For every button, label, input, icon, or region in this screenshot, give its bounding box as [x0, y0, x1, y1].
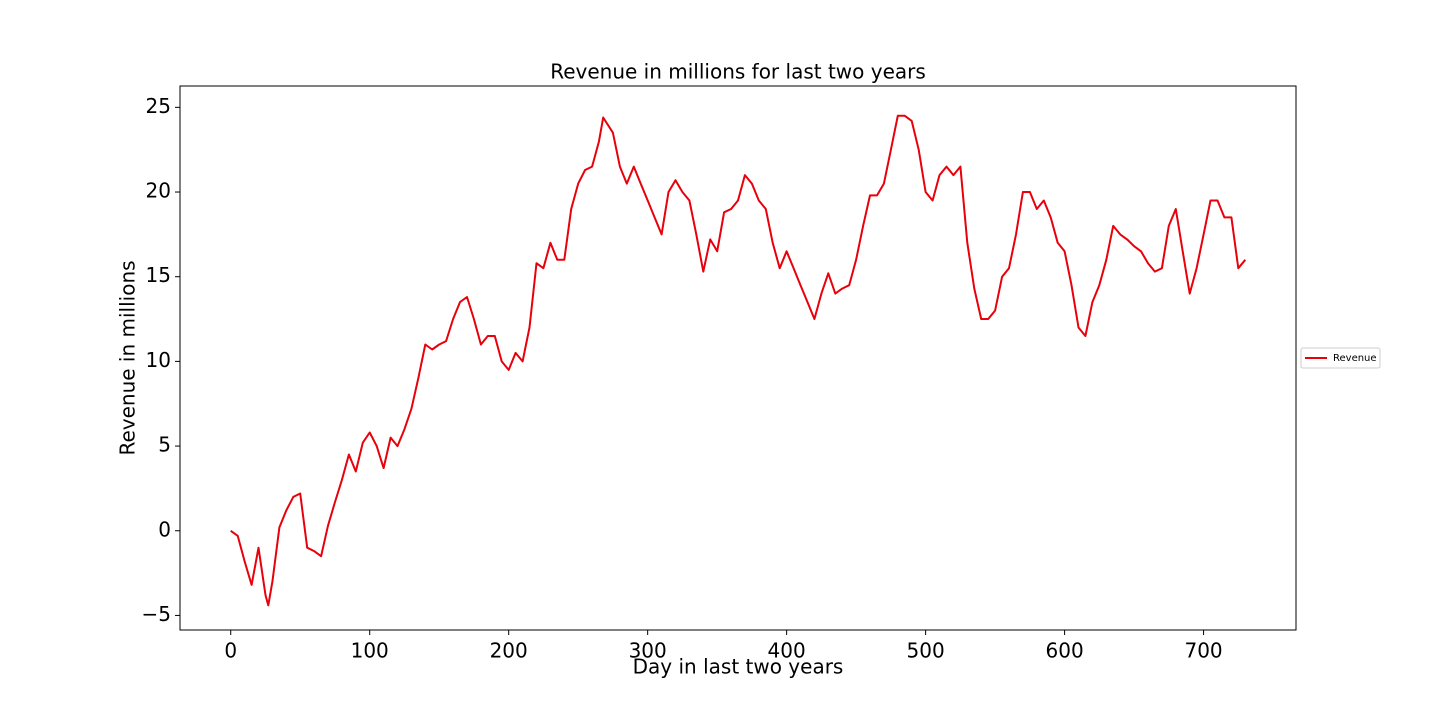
x-tick-label: 700: [1184, 639, 1222, 663]
x-tick-label: 400: [768, 639, 806, 663]
y-tick-label: 25: [146, 94, 171, 118]
x-axis-label: Day in last two years: [633, 655, 844, 679]
y-tick-label: 20: [146, 179, 171, 203]
y-axis-label: Revenue in millions: [116, 260, 140, 455]
chart-title: Revenue in millions for last two years: [550, 60, 926, 84]
x-tick-label: 0: [224, 639, 237, 663]
x-tick-label: 100: [351, 639, 389, 663]
y-tick-label: 5: [158, 433, 171, 457]
legend-box: [1300, 347, 1381, 369]
x-tick-label: 500: [907, 639, 945, 663]
plot-frame: [179, 85, 1297, 631]
y-tick-label: 10: [146, 348, 171, 372]
legend-label: Revenue: [1333, 353, 1377, 364]
x-tick-label: 200: [490, 639, 528, 663]
x-tick-label: 300: [629, 639, 667, 663]
y-tick-label: 0: [158, 517, 171, 541]
y-tick-label: −5: [142, 602, 171, 626]
y-tick-label: 15: [146, 263, 171, 287]
line: [230, 114, 1247, 607]
x-tick-label: 600: [1046, 639, 1084, 663]
